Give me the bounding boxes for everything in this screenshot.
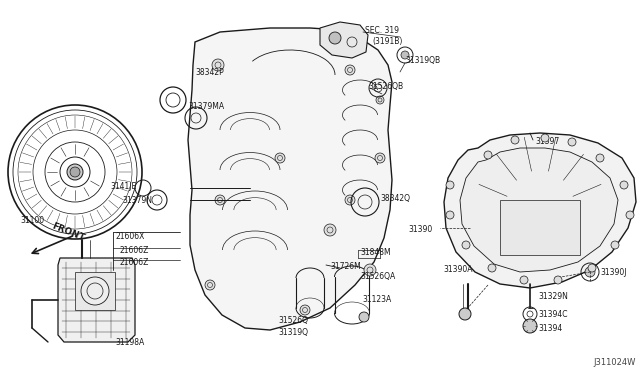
Polygon shape [320,22,368,58]
Circle shape [345,195,355,205]
Polygon shape [58,258,135,342]
Text: 21606Z: 21606Z [120,246,149,255]
Circle shape [300,305,310,315]
Text: 31319QB: 31319QB [405,56,440,65]
Text: 31394C: 31394C [538,310,568,319]
Circle shape [375,153,385,163]
Text: 31100: 31100 [20,216,44,225]
Circle shape [67,164,83,180]
Circle shape [376,96,384,104]
Text: 31198A: 31198A [115,338,144,347]
Circle shape [212,59,224,71]
Text: 31390J: 31390J [600,268,627,277]
Circle shape [520,276,528,284]
Circle shape [484,151,492,159]
Text: 3141JE: 3141JE [110,182,136,191]
Text: 21606Z: 21606Z [120,258,149,267]
Circle shape [275,153,285,163]
Circle shape [488,264,496,272]
Circle shape [401,51,409,59]
Circle shape [446,211,454,219]
Text: 31329N: 31329N [538,292,568,301]
Circle shape [324,224,336,236]
Circle shape [554,276,562,284]
Circle shape [596,154,604,162]
Circle shape [620,181,628,189]
Polygon shape [444,133,636,288]
Text: 31390: 31390 [408,225,432,234]
Circle shape [364,264,376,276]
Circle shape [459,308,471,320]
Text: 31390A: 31390A [443,265,472,274]
Text: 31526QA: 31526QA [360,272,396,281]
Circle shape [345,65,355,75]
Circle shape [215,195,225,205]
Circle shape [359,312,369,322]
Circle shape [611,241,619,249]
Text: 31848M: 31848M [360,248,390,257]
Text: 31526Q: 31526Q [278,316,308,325]
Circle shape [70,167,80,177]
Text: 31394: 31394 [538,324,563,333]
Polygon shape [460,148,618,272]
Text: 31379MA: 31379MA [188,102,224,111]
Text: 38342P: 38342P [195,68,224,77]
Text: FRONT: FRONT [51,222,86,243]
Text: 31726M: 31726M [330,262,361,271]
Circle shape [568,138,576,146]
Circle shape [588,264,596,272]
Text: (3191B): (3191B) [372,37,403,46]
Text: 38342Q: 38342Q [380,194,410,203]
Circle shape [81,277,109,305]
Circle shape [541,134,549,142]
Text: SEC. 319: SEC. 319 [365,26,399,35]
Text: 31379N: 31379N [122,196,152,205]
Polygon shape [188,28,392,330]
Text: 31397: 31397 [535,137,559,146]
Text: 31526QB: 31526QB [368,82,403,91]
Circle shape [626,211,634,219]
Text: 31319Q: 31319Q [278,328,308,337]
Polygon shape [500,200,580,255]
Circle shape [446,181,454,189]
Text: 21606X: 21606X [115,232,145,241]
Circle shape [523,319,537,333]
Text: J311024W: J311024W [594,358,636,367]
Circle shape [585,267,595,277]
Circle shape [205,280,215,290]
Circle shape [329,32,341,44]
Polygon shape [75,272,115,310]
Circle shape [462,241,470,249]
Text: 31123A: 31123A [362,295,391,304]
Circle shape [511,136,519,144]
